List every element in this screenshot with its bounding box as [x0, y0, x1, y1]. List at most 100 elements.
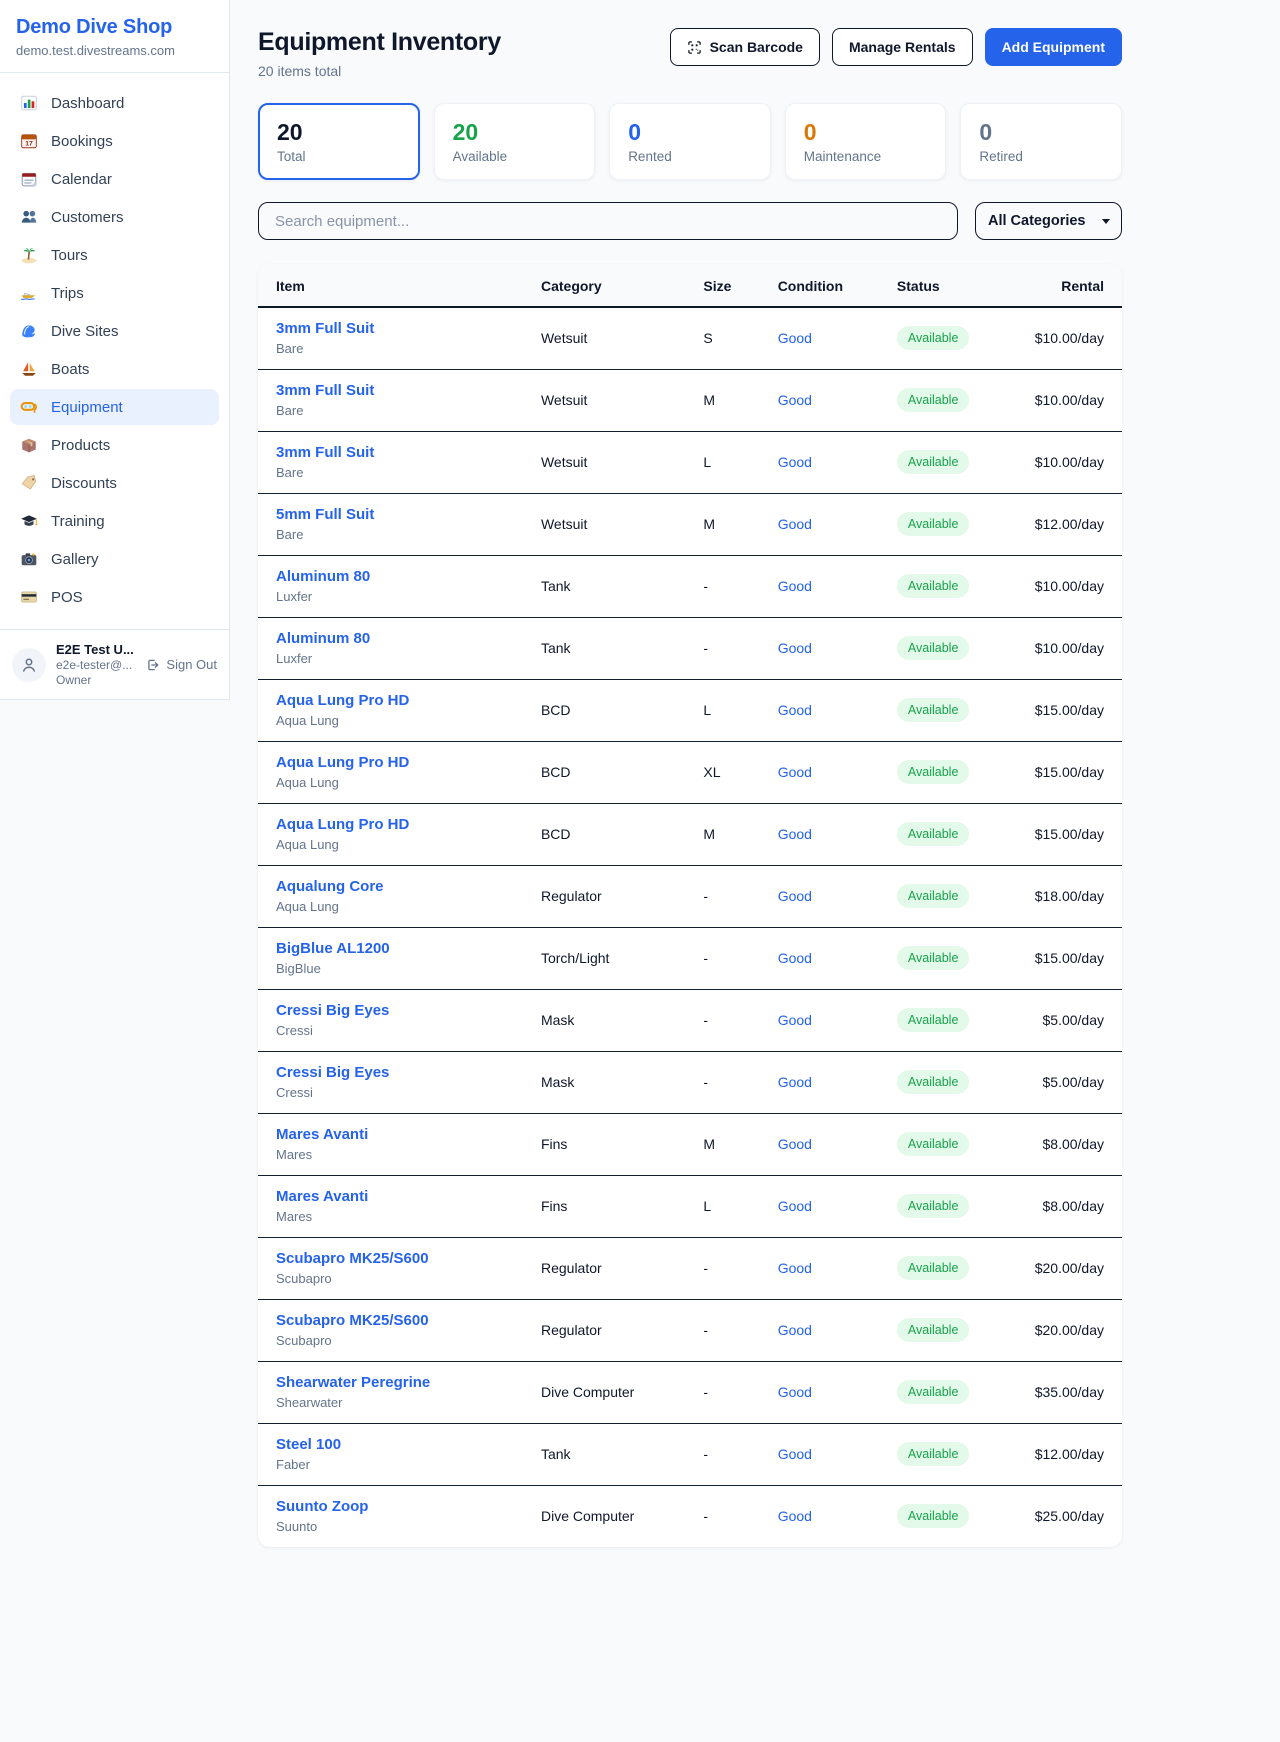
item-name-link[interactable]: Shearwater Peregrine	[276, 1374, 431, 1391]
item-condition-link[interactable]: Good	[777, 1446, 812, 1462]
item-name-link[interactable]: Steel 100	[276, 1436, 342, 1453]
sidebar-item-discounts[interactable]: Discounts	[10, 465, 219, 501]
item-condition-link[interactable]: Good	[777, 826, 812, 842]
manage-rentals-button[interactable]: Manage Rentals	[831, 28, 973, 66]
sidebar-item-products[interactable]: Products	[10, 427, 219, 463]
col-header-condition: Condition	[761, 264, 881, 308]
item-name-link[interactable]: Scubapro MK25/S600	[276, 1250, 429, 1267]
table-row[interactable]: Aqualung Core Aqua Lung Regulator - Good…	[258, 865, 1122, 928]
sidebar-item-calendar[interactable]: Calendar	[10, 161, 219, 197]
table-row[interactable]: Aqua Lung Pro HD Aqua Lung BCD L Good Av…	[258, 679, 1122, 742]
item-name-link[interactable]: Aqua Lung Pro HD	[276, 816, 410, 833]
item-name-link[interactable]: Aqua Lung Pro HD	[276, 692, 410, 709]
table-row[interactable]: Scubapro MK25/S600 Scubapro Regulator - …	[258, 1299, 1122, 1362]
sidebar-item-pos[interactable]: POS	[10, 579, 219, 615]
item-size: -	[687, 617, 762, 680]
item-name-link[interactable]: Suunto Zoop	[276, 1498, 369, 1516]
item-category: Torch/Light	[524, 927, 688, 990]
table-row[interactable]: BigBlue AL1200 BigBlue Torch/Light - Goo…	[258, 927, 1122, 990]
stat-card-rented[interactable]: 0 Rented	[609, 103, 771, 180]
table-row[interactable]: Cressi Big Eyes Cressi Mask - Good Avail…	[258, 989, 1122, 1052]
item-condition-link[interactable]: Good	[777, 1322, 812, 1338]
sidebar-item-customers[interactable]: Customers	[10, 199, 219, 235]
item-name-link[interactable]: 3mm Full Suit	[276, 444, 375, 461]
sidebar-item-bookings[interactable]: 17 Bookings	[10, 123, 219, 159]
search-input[interactable]	[258, 202, 958, 240]
add-equipment-label: Add Equipment	[1001, 39, 1105, 55]
item-name-link[interactable]: Mares Avanti	[276, 1188, 369, 1205]
category-select[interactable]: All Categories	[975, 202, 1122, 240]
item-size: -	[687, 865, 762, 928]
table-row[interactable]: Scubapro MK25/S600 Scubapro Regulator - …	[258, 1237, 1122, 1300]
scan-barcode-button[interactable]: Scan Barcode	[669, 28, 820, 66]
table-row[interactable]: Suunto Zoop Suunto Dive Computer - Good …	[258, 1485, 1122, 1547]
item-condition-link[interactable]: Good	[777, 1384, 812, 1400]
stat-card-available[interactable]: 20 Available	[433, 103, 596, 180]
stat-card-maintenance[interactable]: 0 Maintenance	[784, 103, 947, 180]
item-name-link[interactable]: Cressi Big Eyes	[276, 1064, 390, 1081]
stat-card-retired[interactable]: 0 Retired	[960, 103, 1122, 180]
item-rental: $15.00/day	[1003, 741, 1122, 804]
item-condition-link[interactable]: Good	[777, 1012, 812, 1028]
table-row[interactable]: 3mm Full Suit Bare Wetsuit S Good Availa…	[258, 307, 1122, 370]
sidebar-item-training[interactable]: Training	[10, 503, 219, 539]
sidebar-item-gallery[interactable]: Gallery	[10, 541, 219, 577]
item-condition-link[interactable]: Good	[777, 702, 812, 718]
table-row[interactable]: Aluminum 80 Luxfer Tank - Good Available…	[258, 617, 1122, 680]
item-condition-link[interactable]: Good	[777, 578, 812, 594]
bar-chart-icon	[20, 94, 38, 112]
table-row[interactable]: Aqua Lung Pro HD Aqua Lung BCD M Good Av…	[258, 803, 1122, 866]
item-condition-link[interactable]: Good	[777, 1260, 812, 1276]
sidebar-item-boats[interactable]: Boats	[10, 351, 219, 387]
item-category: Tank	[524, 617, 688, 680]
item-condition-link[interactable]: Good	[777, 454, 812, 470]
item-condition-link[interactable]: Good	[777, 516, 812, 532]
item-name-link[interactable]: Cressi Big Eyes	[276, 1002, 390, 1019]
item-condition-link[interactable]: Good	[777, 640, 812, 656]
sidebar-item-trips[interactable]: Trips	[10, 275, 219, 311]
item-condition-link[interactable]: Good	[777, 888, 812, 904]
item-name-link[interactable]: Scubapro MK25/S600	[276, 1312, 429, 1329]
table-row[interactable]: Shearwater Peregrine Shearwater Dive Com…	[258, 1361, 1122, 1424]
item-brand: Scubapro	[276, 1333, 332, 1348]
table-row[interactable]: 3mm Full Suit Bare Wetsuit L Good Availa…	[258, 431, 1122, 494]
grad-cap-icon	[20, 512, 38, 530]
table-row[interactable]: Cressi Big Eyes Cressi Mask - Good Avail…	[258, 1051, 1122, 1114]
table-row[interactable]: Mares Avanti Mares Fins M Good Available…	[258, 1113, 1122, 1176]
table-row[interactable]: 3mm Full Suit Bare Wetsuit M Good Availa…	[258, 369, 1122, 432]
item-size: -	[687, 1237, 762, 1300]
item-condition-link[interactable]: Good	[777, 1508, 812, 1525]
item-category: BCD	[524, 803, 688, 866]
item-name-link[interactable]: Mares Avanti	[276, 1126, 369, 1143]
sidebar-item-tours[interactable]: Tours	[10, 237, 219, 273]
item-condition-link[interactable]: Good	[777, 330, 812, 347]
item-name-link[interactable]: Aqualung Core	[276, 878, 384, 895]
item-condition-link[interactable]: Good	[777, 1074, 812, 1090]
stat-card-total[interactable]: 20 Total	[258, 103, 420, 180]
item-condition-link[interactable]: Good	[777, 950, 812, 966]
item-condition-link[interactable]: Good	[777, 392, 812, 408]
item-name-link[interactable]: 3mm Full Suit	[276, 320, 375, 338]
item-condition-link[interactable]: Good	[777, 1136, 812, 1152]
item-condition-link[interactable]: Good	[777, 1198, 812, 1214]
item-name-link[interactable]: 5mm Full Suit	[276, 506, 375, 523]
sidebar-item-dive-sites[interactable]: Dive Sites	[10, 313, 219, 349]
stat-value: 20	[452, 119, 479, 145]
item-name-link[interactable]: Aluminum 80	[276, 630, 371, 647]
sidebar-item-dashboard[interactable]: Dashboard	[10, 85, 219, 121]
item-condition-link[interactable]: Good	[777, 764, 812, 780]
item-category: Regulator	[524, 1237, 688, 1300]
item-name-link[interactable]: 3mm Full Suit	[276, 382, 375, 399]
table-row[interactable]: Aqua Lung Pro HD Aqua Lung BCD XL Good A…	[258, 741, 1122, 804]
stats-row: 20 Total 20 Available 0 Rented 0 Mainten…	[258, 103, 1122, 180]
table-row[interactable]: Aluminum 80 Luxfer Tank - Good Available…	[258, 555, 1122, 618]
item-name-link[interactable]: BigBlue AL1200	[276, 940, 390, 957]
item-name-link[interactable]: Aqua Lung Pro HD	[276, 754, 410, 771]
sign-out-button[interactable]: Sign Out	[146, 657, 217, 672]
item-name-link[interactable]: Aluminum 80	[276, 568, 371, 585]
table-row[interactable]: Steel 100 Faber Tank - Good Available $1…	[258, 1423, 1122, 1486]
add-equipment-button[interactable]: Add Equipment	[984, 28, 1122, 66]
table-row[interactable]: Mares Avanti Mares Fins L Good Available…	[258, 1175, 1122, 1238]
table-row[interactable]: 5mm Full Suit Bare Wetsuit M Good Availa…	[258, 493, 1122, 556]
sidebar-item-equipment[interactable]: Equipment	[10, 389, 219, 425]
